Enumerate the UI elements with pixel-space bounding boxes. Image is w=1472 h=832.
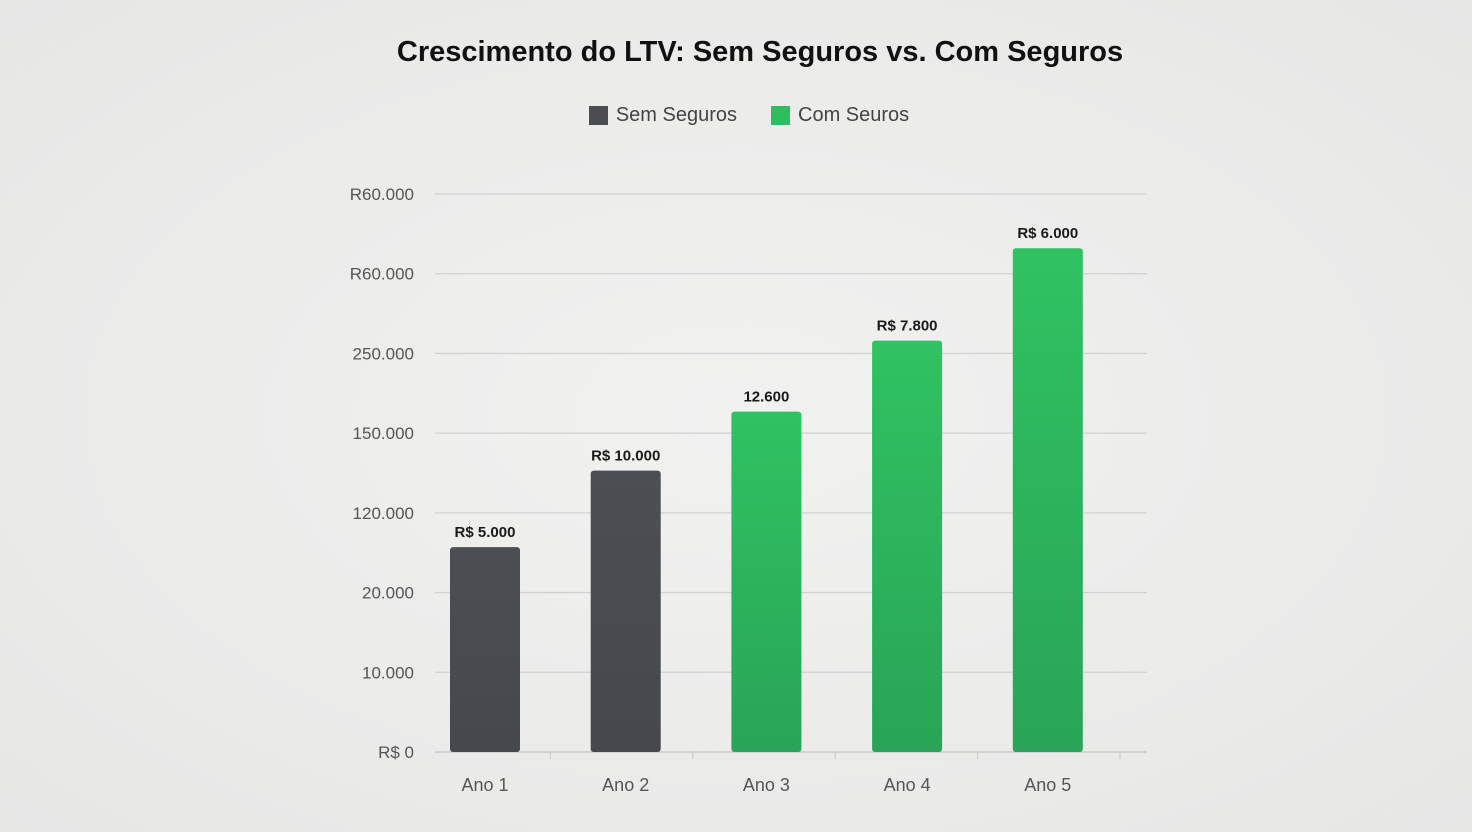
- data-label: R$ 6.000: [1017, 225, 1078, 242]
- data-label: R$ 10.000: [591, 448, 660, 465]
- y-tick-label: R$ 0: [378, 743, 414, 762]
- x-tick-label: Ano 2: [602, 775, 649, 795]
- x-tick-label: Ano 4: [884, 775, 931, 795]
- legend-label: Com Seuros: [798, 104, 910, 126]
- x-tick-label: Ano 3: [743, 775, 790, 795]
- legend-item-sem-seguros: Sem Seguros: [588, 104, 737, 127]
- bar-ano-2: [590, 470, 661, 752]
- x-tick-label: Ano 1: [461, 775, 508, 795]
- bar-ano-3: [731, 411, 802, 752]
- data-label: 12.600: [743, 389, 789, 406]
- y-tick-label: R60.000: [350, 185, 414, 204]
- bar-ano-5: [1012, 248, 1083, 752]
- legend-item-com-seguros: Com Seuros: [771, 104, 909, 127]
- data-label: R$ 7.800: [877, 318, 938, 335]
- legend-swatch-com-seguros: [771, 106, 790, 125]
- legend-label: Sem Seguros: [615, 104, 737, 126]
- data-label: R$ 5.000: [455, 524, 516, 541]
- y-tick-label: 120.000: [353, 504, 414, 523]
- x-tick-label: Ano 5: [1024, 775, 1071, 795]
- y-tick-label: 150.000: [353, 424, 414, 443]
- legend: Sem Seguros Com Seuros: [0, 104, 1472, 127]
- bar-ano-1: [450, 547, 520, 752]
- legend-swatch-sem-seguros: [588, 106, 608, 125]
- y-tick-label: R60.000: [350, 265, 414, 284]
- y-tick-label: 250.000: [353, 344, 414, 363]
- bar-ano-4: [872, 340, 943, 752]
- y-tick-label: 10.000: [362, 663, 414, 682]
- y-tick-label: 20.000: [362, 584, 414, 603]
- chart-title: Crescimento do LTV: Sem Seguros vs. Com …: [396, 36, 1124, 68]
